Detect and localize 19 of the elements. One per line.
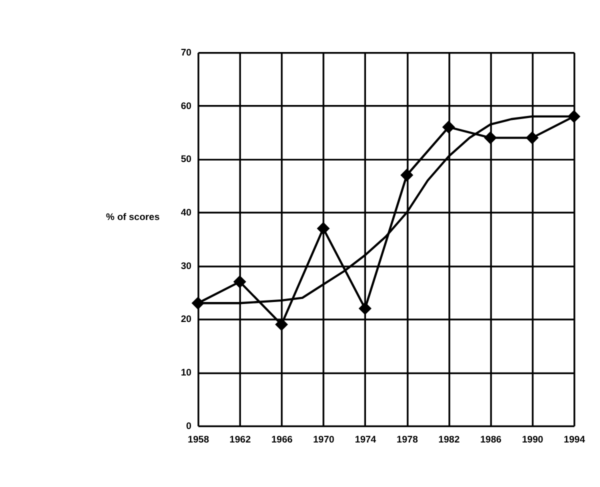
x-tick-label: 1958: [188, 434, 210, 446]
x-tick-label: 1966: [271, 434, 293, 446]
x-tick-label: 1986: [480, 434, 502, 446]
y-tick-label: 20: [180, 314, 192, 326]
x-tick-label: 1990: [522, 434, 544, 446]
x-tick-label: 1962: [230, 434, 251, 446]
x-tick-label: 1994: [564, 434, 586, 446]
y-tick-label: 50: [180, 154, 192, 166]
x-tick-label: 1974: [354, 434, 377, 446]
y-tick-label: 0: [186, 420, 192, 432]
y-axis-title: % of scores: [106, 212, 160, 224]
y-tick-label: 70: [180, 47, 192, 58]
y-tick-label: 10: [180, 368, 192, 379]
y-tick-label: 40: [180, 208, 192, 218]
x-tick-label: 1970: [313, 434, 334, 446]
x-tick-label: 1982: [438, 434, 460, 446]
x-tick-label: 1978: [396, 434, 419, 446]
y-tick-label: 60: [180, 100, 192, 112]
y-tick-label: 30: [180, 260, 192, 272]
